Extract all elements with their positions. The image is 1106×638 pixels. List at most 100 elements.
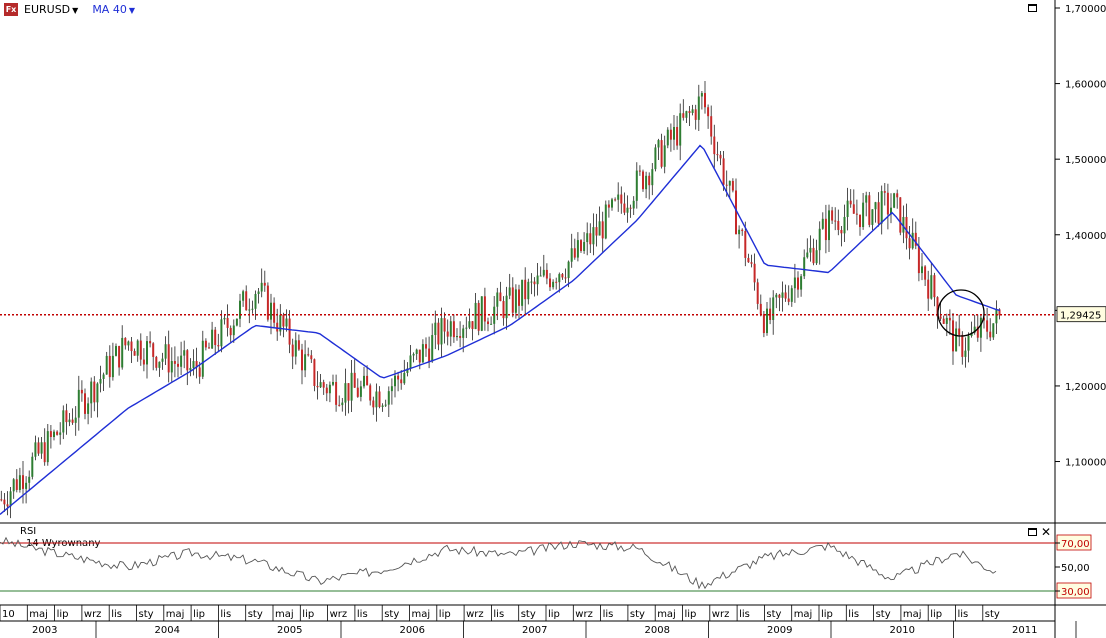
candle-body xyxy=(654,147,657,170)
maximize-rsi-panel-icon[interactable] xyxy=(1028,528,1037,536)
candle-body xyxy=(49,431,52,438)
candle-body xyxy=(59,432,62,435)
candle-body xyxy=(288,318,291,345)
candle-body xyxy=(679,113,682,146)
y-tick-label: 1,60000 xyxy=(1065,80,1106,91)
candle-body xyxy=(886,192,889,215)
candle-body xyxy=(437,322,440,345)
candle-body xyxy=(669,129,672,140)
candle-body xyxy=(502,301,505,319)
candle-body xyxy=(31,456,34,477)
candle-body xyxy=(663,145,666,167)
candle-body xyxy=(685,111,688,118)
x-tick-label-year: 2010 xyxy=(890,625,915,636)
current-price-box xyxy=(1056,306,1106,323)
candle-body xyxy=(595,227,598,236)
candle-body xyxy=(555,281,558,283)
candle-body xyxy=(933,275,936,298)
x-tick-label-month: wrz xyxy=(575,609,593,620)
candle-body xyxy=(930,275,933,299)
chart-toolbar: Fx EURUSD ▼ MA 40 ▼ xyxy=(0,0,1055,18)
candle-body xyxy=(970,332,973,336)
candle-body xyxy=(840,229,843,234)
candle-body xyxy=(778,294,781,298)
x-tick-label-month: wrz xyxy=(330,609,348,620)
candle-body xyxy=(558,274,561,283)
candle-body xyxy=(316,385,319,388)
candle-body xyxy=(387,391,390,405)
y-tick-label: 1,40000 xyxy=(1065,231,1106,242)
candle-body xyxy=(741,229,744,232)
candle-body xyxy=(201,340,204,377)
close-rsi-panel-icon[interactable]: ✕ xyxy=(1041,525,1052,539)
candle-body xyxy=(961,334,964,357)
candle-body xyxy=(567,261,570,279)
candle-body xyxy=(660,140,663,167)
candle-body xyxy=(204,340,207,348)
x-tick-label-year: 2007 xyxy=(522,625,547,636)
candle-body xyxy=(790,288,793,302)
candle-body xyxy=(65,410,68,423)
maximize-main-chart-icon[interactable] xyxy=(1028,4,1037,12)
x-tick-label-month: lip xyxy=(57,609,69,620)
candle-body xyxy=(242,291,245,301)
x-tick-label-month: lis xyxy=(220,609,231,620)
x-tick-label-year: 2009 xyxy=(767,625,792,636)
candle-body xyxy=(852,204,855,214)
x-tick-label-year: 2004 xyxy=(155,625,180,636)
x-tick-label-month: lis xyxy=(493,609,504,620)
candle-body xyxy=(707,107,710,117)
x-tick-label-month: lis xyxy=(848,609,859,620)
candle-body xyxy=(629,207,632,209)
candle-body xyxy=(604,204,607,239)
candle-body xyxy=(266,285,269,320)
candle-body xyxy=(465,327,468,329)
candle-body xyxy=(958,328,961,335)
candle-body xyxy=(434,322,437,336)
x-tick-label-month: lip xyxy=(302,609,314,620)
candle-body xyxy=(843,216,846,234)
candle-body xyxy=(607,204,610,208)
candle-body xyxy=(893,193,896,208)
candle-body xyxy=(152,343,155,357)
candle-body xyxy=(518,289,520,306)
candle-body xyxy=(74,417,77,423)
candle-body xyxy=(381,405,384,407)
candle-body xyxy=(651,169,654,186)
candle-body xyxy=(601,221,604,239)
x-tick-label-month: sty xyxy=(630,609,645,620)
candle-body xyxy=(493,306,496,324)
y-tick-label: 1,10000 xyxy=(1065,458,1106,469)
candle-body xyxy=(750,262,753,264)
candle-body xyxy=(992,323,995,338)
candle-body xyxy=(87,403,90,414)
rsi-line xyxy=(0,536,997,590)
candle-body xyxy=(769,308,772,320)
candle-body xyxy=(772,297,775,320)
candle-body xyxy=(412,353,415,356)
candle-body xyxy=(456,336,458,338)
candle-body xyxy=(477,302,480,331)
candle-body xyxy=(208,347,210,349)
candle-body xyxy=(955,328,958,352)
candle-body xyxy=(257,291,260,294)
candle-body xyxy=(366,375,369,386)
candle-body xyxy=(93,381,96,403)
candle-body xyxy=(815,250,818,264)
candle-body xyxy=(945,317,948,324)
candle-body xyxy=(394,375,396,387)
candle-body xyxy=(855,213,858,215)
candle-body xyxy=(297,340,300,350)
candle-body xyxy=(130,341,133,352)
symbol-selector[interactable]: EURUSD ▼ xyxy=(24,3,78,16)
indicator-selector[interactable]: MA 40 ▼ xyxy=(92,3,135,16)
x-tick-label-month: lis xyxy=(603,609,614,620)
candle-body xyxy=(0,499,3,501)
candle-body xyxy=(942,318,945,324)
x-tick-label-month: sty xyxy=(521,609,536,620)
candle-body xyxy=(400,379,403,384)
candle-body xyxy=(146,341,148,365)
candle-body xyxy=(803,257,806,277)
candle-body xyxy=(821,218,824,229)
x-tick-label-month: lis xyxy=(739,609,750,620)
